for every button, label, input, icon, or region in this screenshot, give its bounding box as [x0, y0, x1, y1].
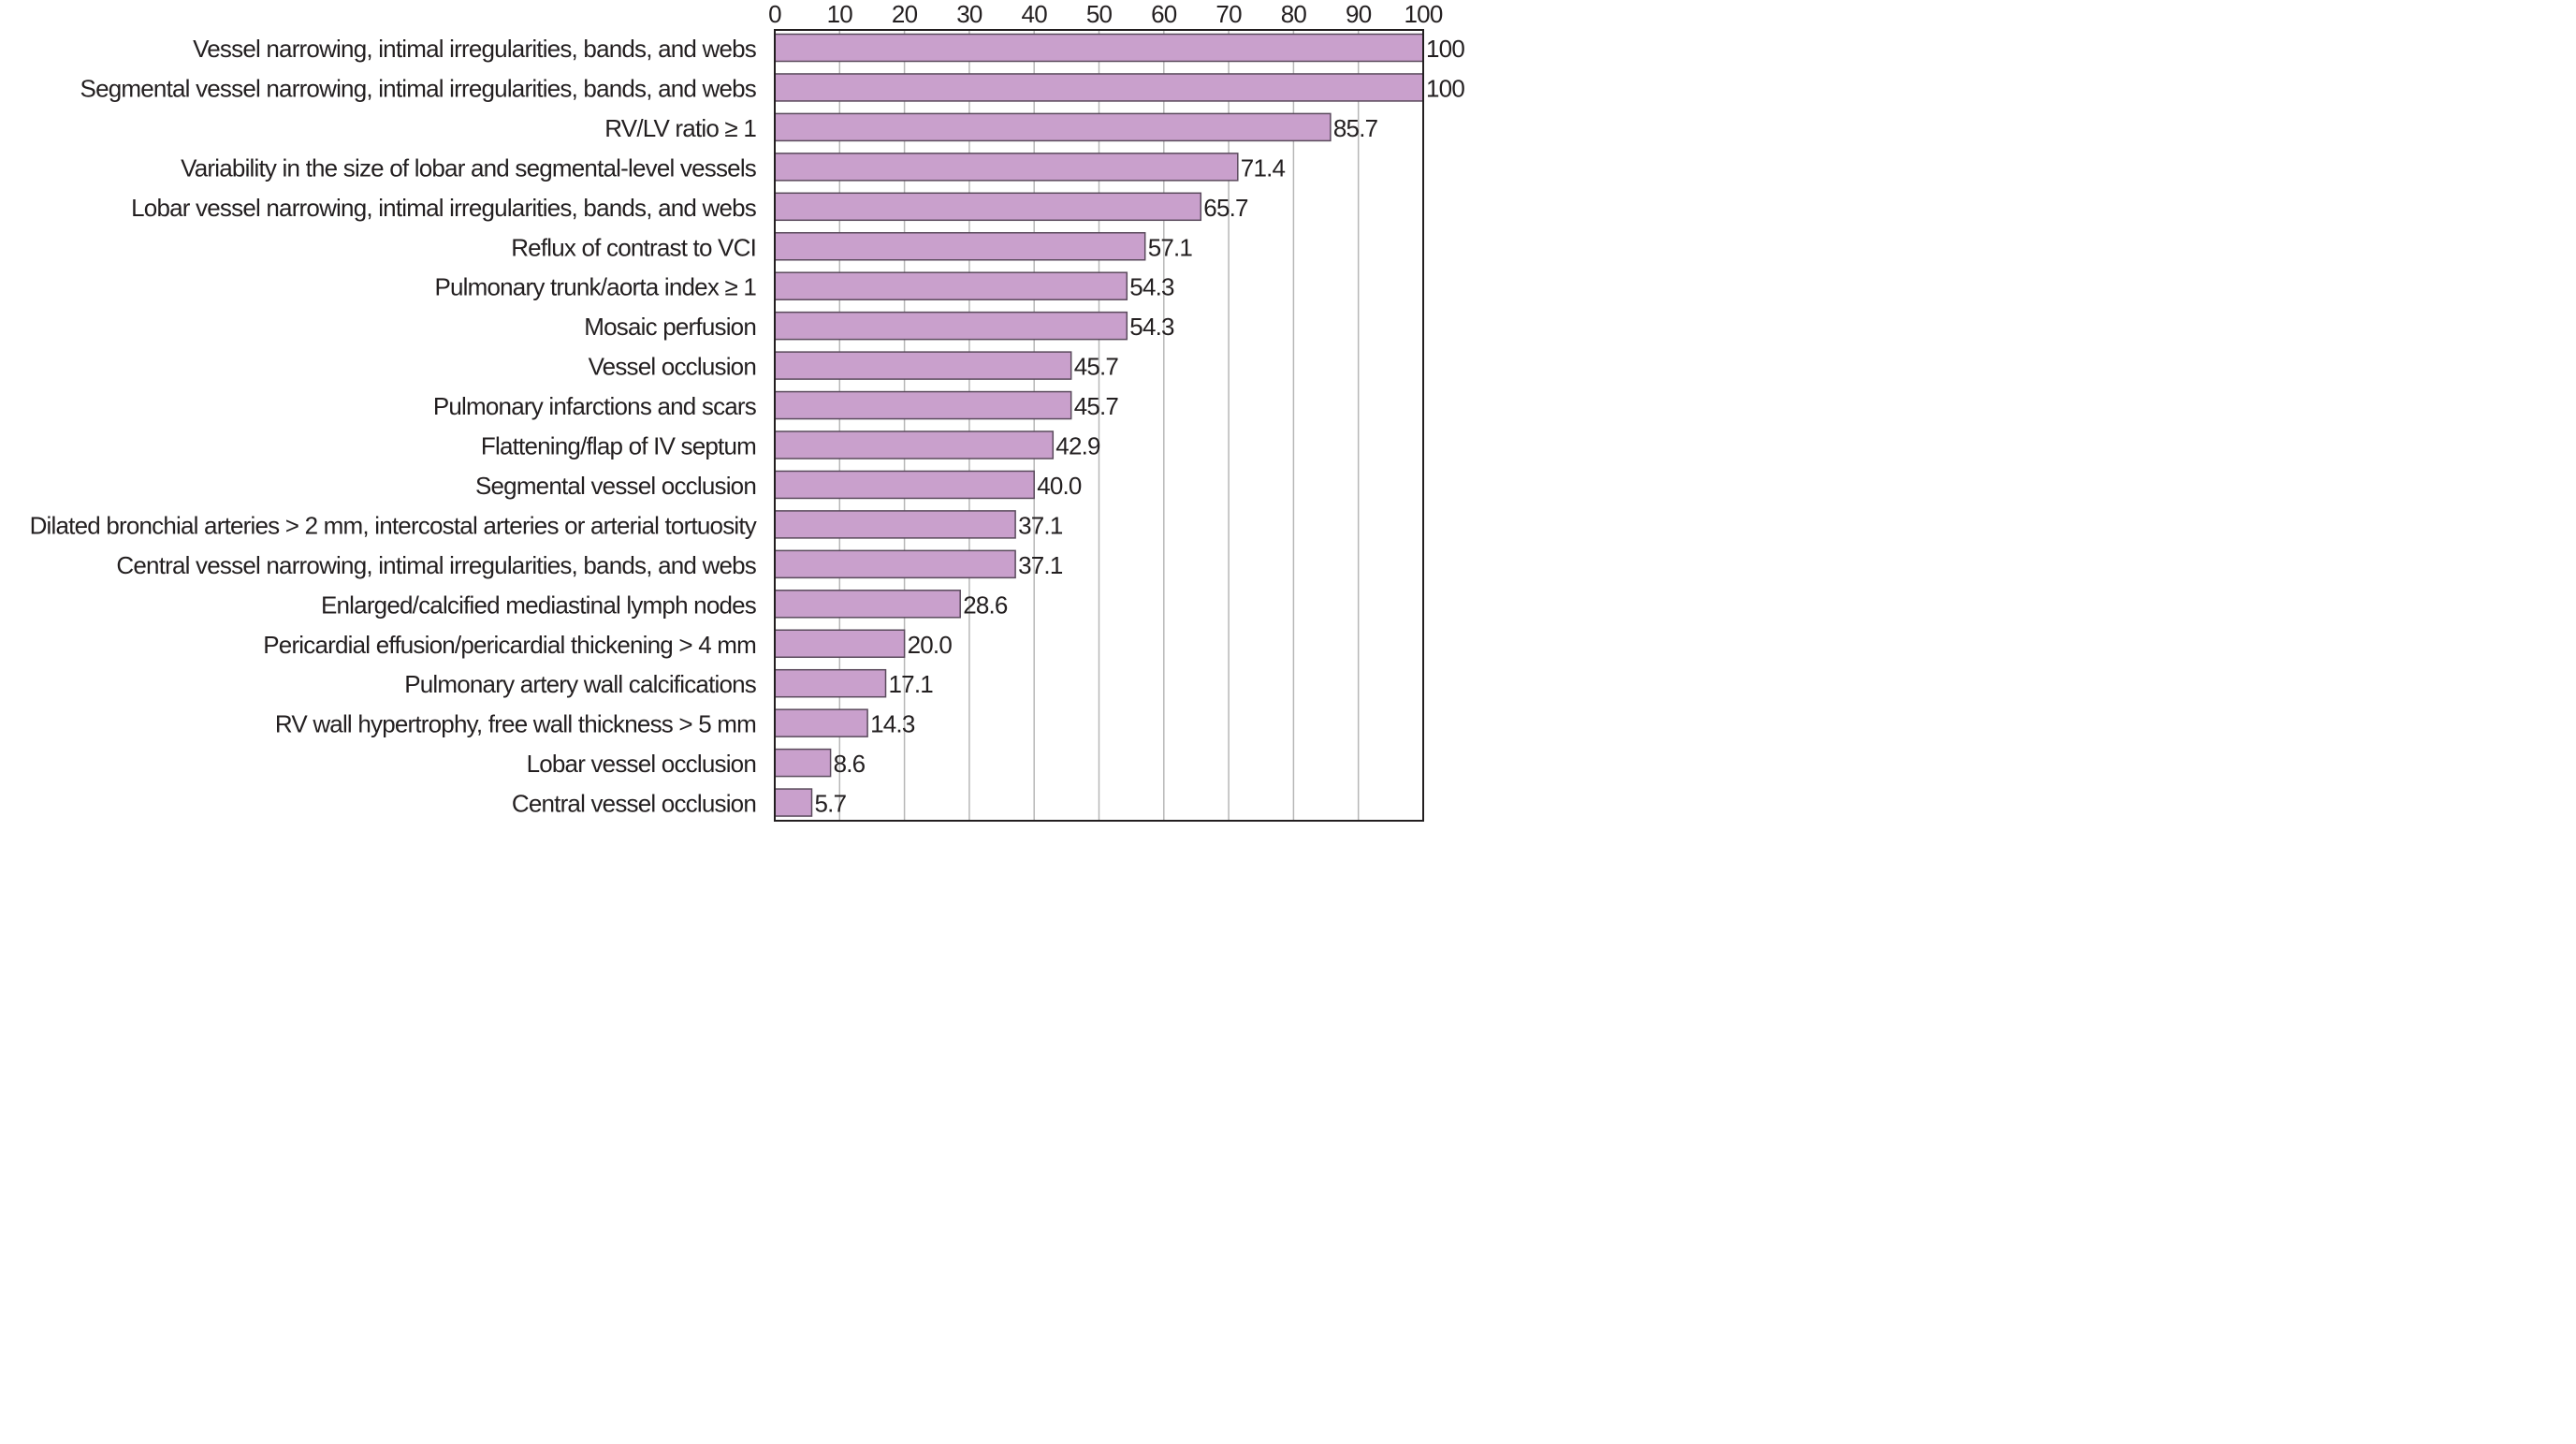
category-label-0: Vessel narrowing, intimal irregularities… — [193, 35, 757, 63]
value-label-18: 8.6 — [834, 750, 866, 778]
value-label-4: 65.7 — [1203, 194, 1248, 222]
bar-8 — [774, 351, 1072, 380]
value-label-6: 54.3 — [1129, 273, 1174, 301]
bar-9 — [774, 390, 1072, 420]
value-label-3: 71.4 — [1241, 153, 1286, 182]
x-tick-label-90: 90 — [1346, 0, 1372, 28]
bar-12 — [774, 510, 1016, 539]
value-label-15: 20.0 — [908, 631, 953, 659]
grid-lines — [838, 30, 1360, 821]
category-label-7: Mosaic perfusion — [584, 313, 756, 341]
x-tick-label-50: 50 — [1086, 0, 1113, 28]
bar-13 — [774, 549, 1016, 579]
bar-2 — [774, 112, 1332, 142]
category-label-17: RV wall hypertrophy, free wall thickness… — [275, 710, 756, 738]
x-tick-label-100: 100 — [1404, 0, 1443, 28]
value-label-14: 28.6 — [963, 591, 1008, 619]
category-label-11: Segmental vessel occlusion — [475, 472, 756, 500]
category-label-16: Pulmonary artery wall calcifications — [404, 670, 757, 698]
category-label-19: Central vessel occlusion — [512, 790, 756, 818]
plot-frame — [774, 29, 1424, 822]
category-label-5: Reflux of contrast to VCI — [511, 233, 756, 261]
value-label-17: 14.3 — [870, 710, 915, 738]
category-label-14: Enlarged/calcified mediastinal lymph nod… — [321, 591, 757, 619]
x-tick-label-60: 60 — [1151, 0, 1177, 28]
x-tick-label-70: 70 — [1215, 0, 1242, 28]
value-labels: 100 100 85.7 71.4 65.7 57.1 54.3 54.3 45.7 45.7 42… — [815, 35, 1466, 818]
category-label-10: Flattening/flap of IV septum — [481, 432, 756, 460]
category-label-6: Pulmonary trunk/aorta index ≥ 1 — [434, 273, 756, 301]
value-label-10: 42.9 — [1055, 432, 1100, 460]
bar-17 — [774, 708, 868, 737]
category-label-4: Lobar vessel narrowing, intimal irregula… — [131, 194, 757, 222]
x-tick-label-20: 20 — [892, 0, 918, 28]
bar-6 — [774, 271, 1128, 300]
value-label-16: 17.1 — [889, 670, 934, 698]
value-label-12: 37.1 — [1018, 511, 1063, 539]
category-label-13: Central vessel narrowing, intimal irregu… — [116, 551, 756, 579]
bar-15 — [774, 629, 906, 658]
value-label-0: 100 — [1426, 35, 1464, 63]
category-label-15: Pericardial effusion/pericardial thicken… — [263, 631, 756, 659]
value-label-5: 57.1 — [1148, 233, 1193, 261]
bar-16 — [774, 668, 887, 698]
bar-11 — [774, 470, 1035, 500]
category-label-12: Dilated bronchial arteries > 2 mm, inter… — [30, 511, 757, 539]
value-label-19: 5.7 — [815, 790, 847, 818]
x-tick-label-30: 30 — [956, 0, 982, 28]
category-label-3: Variability in the size of lobar and seg… — [181, 153, 757, 182]
value-label-13: 37.1 — [1018, 551, 1063, 579]
x-tick-label-10: 10 — [827, 0, 853, 28]
bar-3 — [774, 153, 1239, 182]
category-label-8: Vessel occlusion — [589, 353, 756, 381]
bar-14 — [774, 590, 961, 619]
value-label-2: 85.7 — [1333, 114, 1378, 142]
bar-0 — [774, 33, 1424, 63]
value-label-7: 54.3 — [1129, 313, 1174, 341]
bar-18 — [774, 748, 832, 778]
x-tick-label-40: 40 — [1022, 0, 1048, 28]
bar-1 — [774, 73, 1424, 102]
bar-7 — [774, 311, 1128, 341]
category-label-2: RV/LV ratio ≥ 1 — [604, 114, 756, 142]
bar-4 — [774, 192, 1202, 222]
bar-19 — [774, 788, 813, 817]
bar-10 — [774, 430, 1055, 459]
x-tick-label-0: 0 — [768, 0, 781, 28]
bar-chart: 0 10 20 30 40 50 60 70 80 90 100 100 100 85.7 71.4 65.… — [30, 0, 1466, 822]
x-axis-ticks: 0 10 20 30 40 50 60 70 80 90 100 — [768, 0, 1443, 28]
category-label-18: Lobar vessel occlusion — [527, 750, 756, 778]
category-label-9: Pulmonary infarctions and scars — [433, 392, 757, 420]
bar-5 — [774, 232, 1146, 261]
category-labels: Vessel narrowing, intimal irregularities… — [30, 35, 758, 818]
value-label-9: 45.7 — [1074, 392, 1119, 420]
value-label-8: 45.7 — [1074, 353, 1119, 381]
category-label-1: Segmental vessel narrowing, intimal irre… — [80, 74, 757, 102]
x-tick-label-80: 80 — [1281, 0, 1307, 28]
value-label-1: 100 — [1426, 74, 1464, 102]
value-label-11: 40.0 — [1037, 472, 1082, 500]
